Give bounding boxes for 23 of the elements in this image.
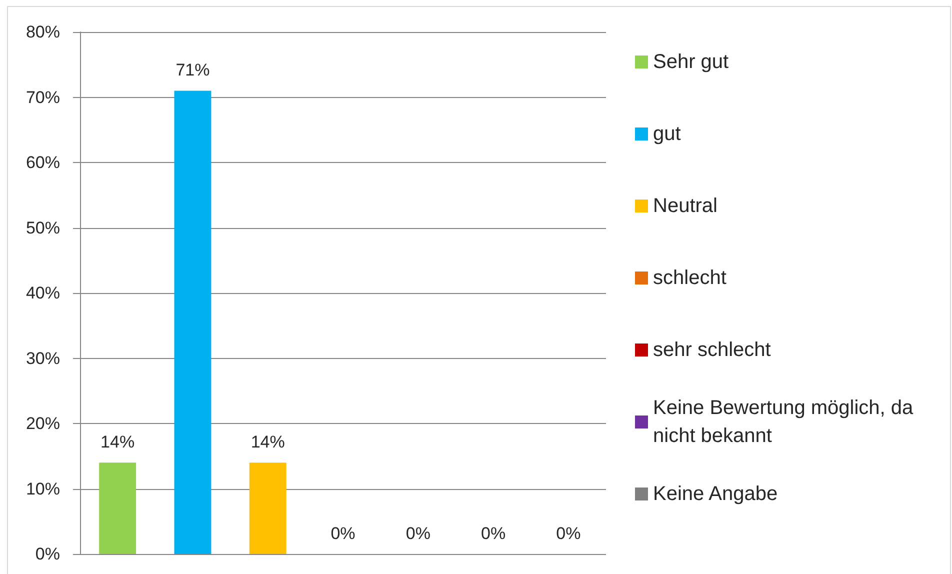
y-tick-label: 40%: [26, 284, 60, 302]
legend-label: schlecht: [653, 267, 727, 289]
legend-label: Neutral: [653, 195, 718, 217]
data-label: 14%: [100, 432, 135, 452]
y-tick-label: 50%: [26, 218, 60, 238]
y-tick-label: 20%: [26, 414, 60, 433]
legend-label: Keine Angabe: [653, 483, 778, 505]
y-tick-label: 30%: [26, 348, 60, 368]
data-label: 71%: [176, 60, 210, 80]
data-label: 0%: [480, 524, 506, 543]
legend-label: Keine Bewertung möglich, da nicht bekannt: [653, 397, 919, 447]
data-label: 0%: [556, 524, 581, 543]
y-tick-label: 80%: [26, 22, 60, 42]
y-tick-label: 70%: [26, 88, 60, 107]
y-tick-label: 10%: [26, 479, 60, 498]
legend-label: gut: [653, 123, 682, 145]
legend-label: Sehr gut: [653, 51, 730, 73]
legend-label: sehr schlecht: [653, 339, 772, 361]
y-tick-label: 60%: [26, 153, 60, 172]
data-label: 0%: [330, 524, 356, 543]
data-label: 14%: [250, 432, 285, 452]
y-tick-label: 0%: [35, 544, 60, 564]
data-label: 0%: [406, 524, 430, 543]
